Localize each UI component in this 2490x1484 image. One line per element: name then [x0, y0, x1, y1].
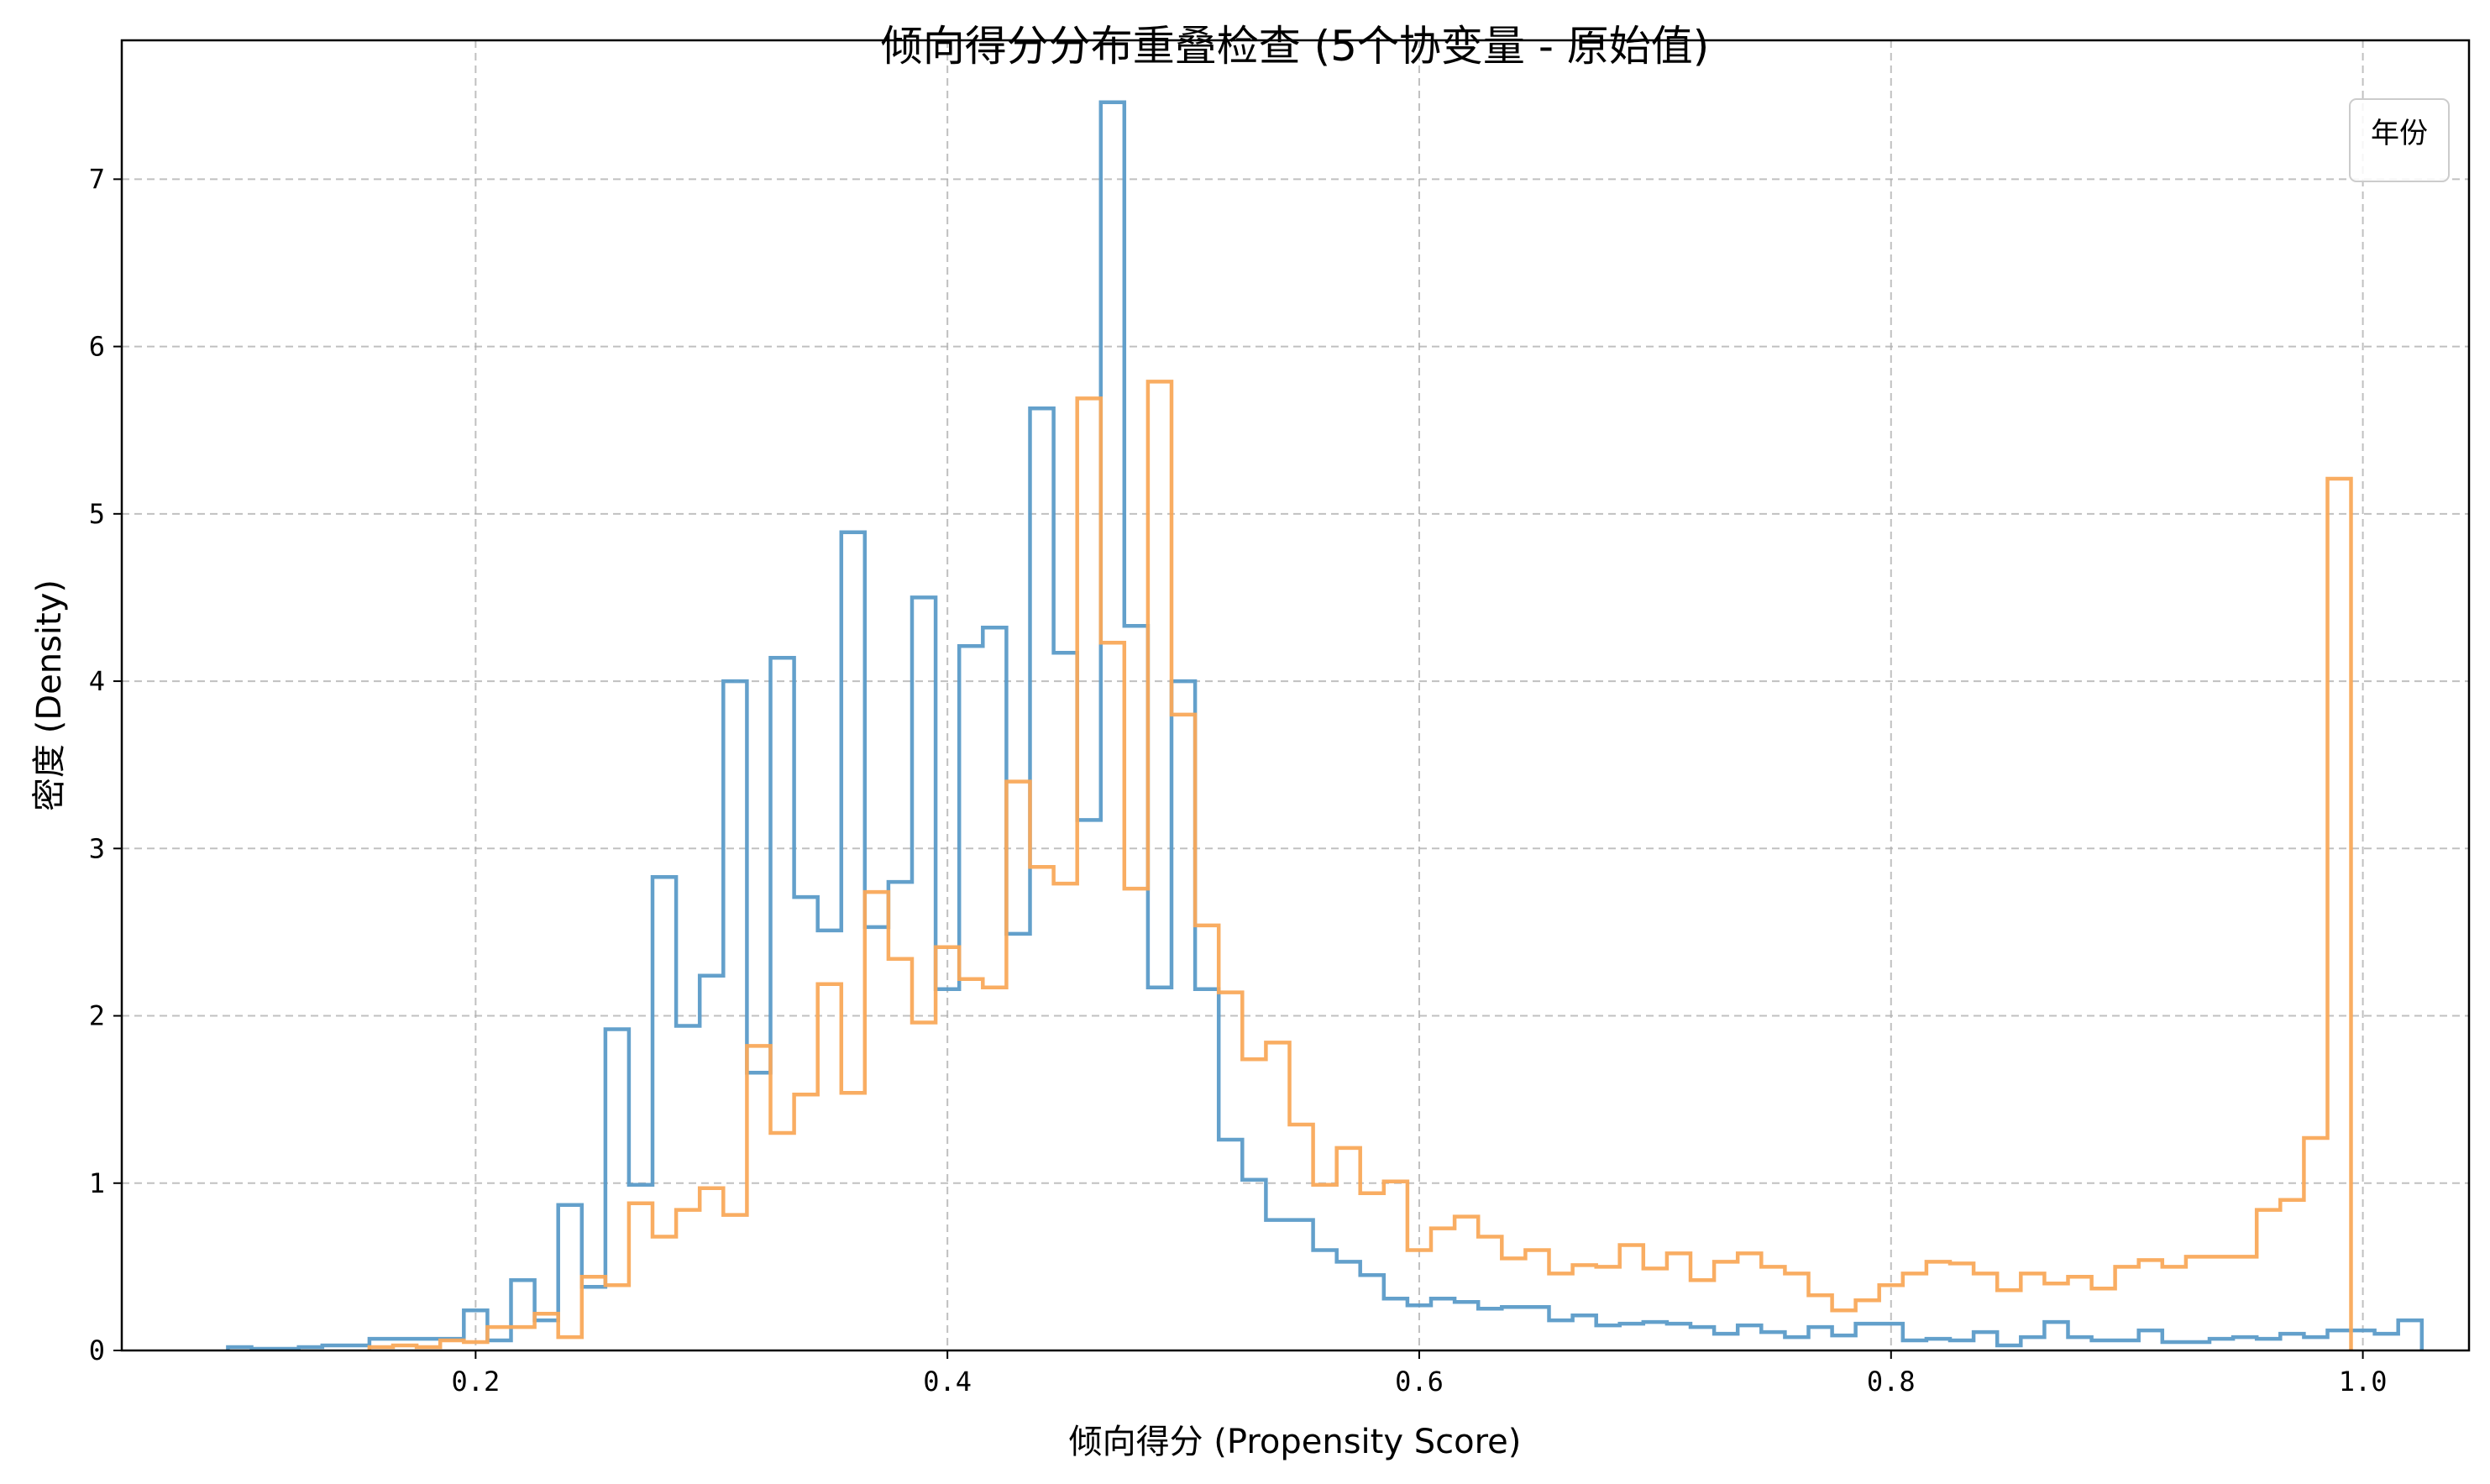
y-tick-label: 1 [89, 1167, 105, 1199]
x-tick-label: 0.6 [1395, 1366, 1444, 1397]
x-tick-label: 0.2 [451, 1366, 500, 1397]
x-tick-label: 1.0 [2339, 1366, 2388, 1397]
plot-frame [120, 39, 2471, 1352]
y-tick-label: 0 [89, 1335, 105, 1366]
y-tick-label: 7 [89, 163, 105, 195]
y-axis-label: 密度 (Density) [30, 579, 69, 811]
legend-box [2349, 98, 2450, 182]
chart-title: 倾向得分分布重叠检查 (5个协变量 - 原始值) [881, 22, 1710, 71]
y-tick-label: 6 [89, 331, 105, 363]
y-tick-label: 4 [89, 665, 105, 697]
series-2-step-line [367, 380, 2353, 1350]
y-tick-label: 2 [89, 1000, 105, 1032]
series-group [226, 100, 2424, 1351]
x-tick-label: 0.8 [1867, 1366, 1916, 1397]
legend: 年份 [2349, 98, 2450, 182]
series-1-step-line [226, 100, 2424, 1351]
x-axis-label: 倾向得分 (Propensity Score) [1069, 1423, 1522, 1461]
x-tick-label: 0.4 [923, 1366, 972, 1397]
legend-title: 年份 [2371, 117, 2428, 150]
grid [122, 40, 2469, 1351]
y-tick-label: 5 [89, 498, 105, 530]
y-tick-label: 3 [89, 832, 105, 864]
axis-ticks: 0.2 0.4 0.6 0.8 1.0 0 1 2 3 4 5 6 7 [89, 163, 2388, 1397]
